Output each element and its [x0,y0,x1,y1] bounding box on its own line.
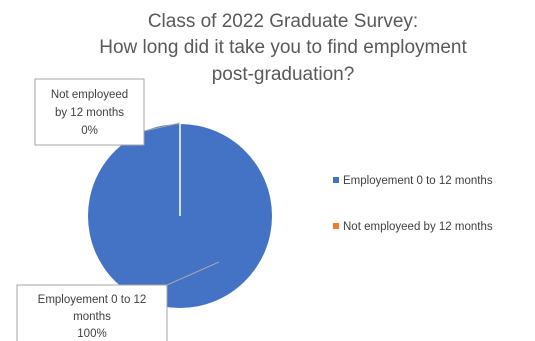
legend-swatch-not-employeed [333,223,339,229]
callout-line-employement-1: Employement 0 to 12 [38,294,147,306]
callout-line-not-employeed-1: Not employeed [51,89,128,101]
legend-swatch-employement [333,177,339,183]
callout-line-not-employeed-2: by 12 months [55,107,124,119]
callout-box-not-employeed [34,78,145,146]
chart-title-line-1: Class of 2022 Graduate Survey: [148,11,418,32]
callout-employement: Employement 0 to 12 months 100% [16,261,220,341]
legend-label-employement: Employement 0 to 12 months [343,175,493,187]
callout-box-employement [16,284,168,341]
chart-title-line-3: post-graduation? [212,64,355,85]
callout-line-employement-2: months [73,311,111,323]
chart-title-line-2: How long did it take you to find employm… [99,37,467,58]
pie-slices [88,124,272,308]
callout-line-employement-3: 100% [77,328,106,340]
callout-leader-not-employeed [143,122,181,132]
callout-leader-employement [166,261,220,286]
chart-title: Class of 2022 Graduate Survey: How long … [99,11,467,85]
callout-not-employeed: Not employeed by 12 months 0% [34,78,181,146]
legend-label-not-employeed: Not employeed by 12 months [343,221,493,233]
legend: Employement 0 to 12 months Not employeed… [333,175,493,233]
callout-line-not-employeed-3: 0% [81,125,98,137]
